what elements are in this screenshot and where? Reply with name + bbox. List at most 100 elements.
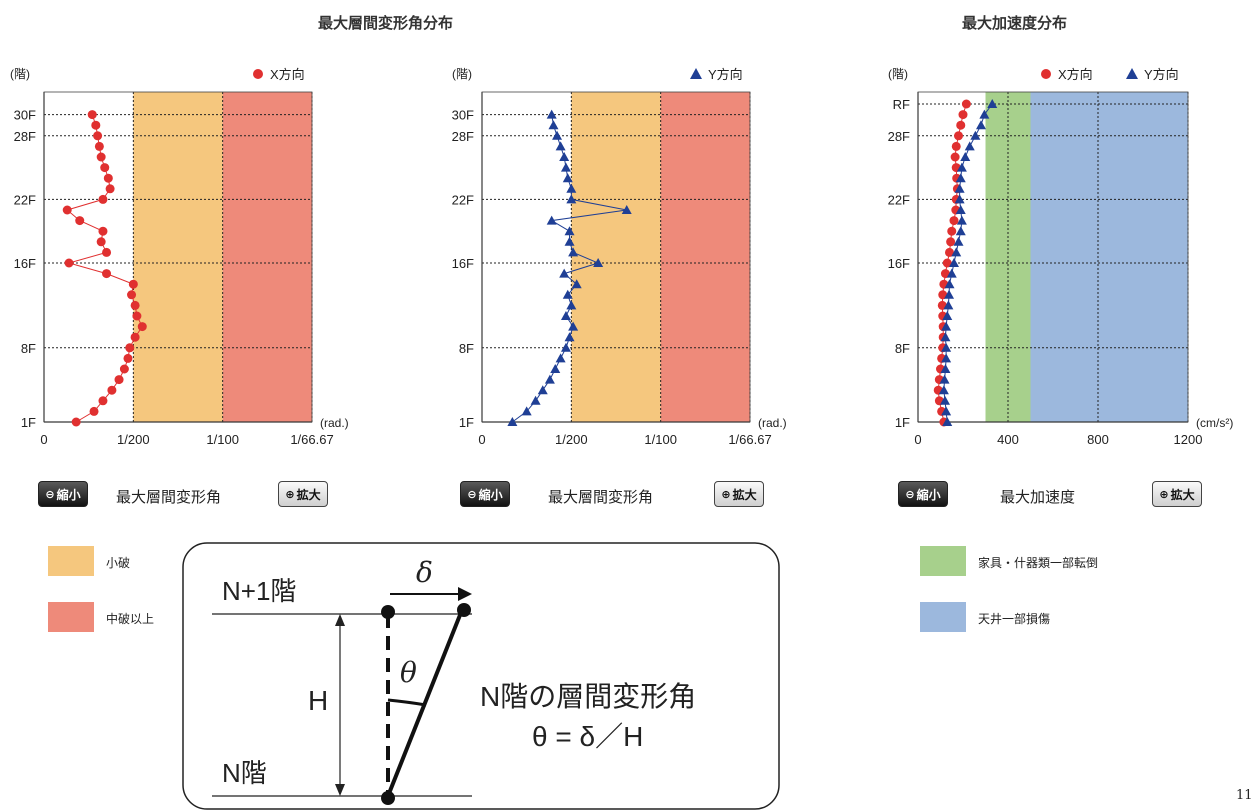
zoom-in-label: 拡大 [1170, 487, 1195, 502]
floor-tick-label: 22F [888, 192, 910, 207]
zoom-in-button-drift[interactable]: ⊕ 拡大 [714, 481, 764, 507]
data-point-y [941, 321, 952, 331]
data-point-y [559, 152, 570, 161]
node-top-right [457, 603, 471, 617]
data-point-x [71, 417, 81, 427]
data-point-x [950, 152, 960, 162]
zoom-in-button-accel[interactable]: ⊕ 拡大 [1152, 481, 1202, 507]
x-tick-label: 400 [997, 432, 1019, 447]
data-point-y [560, 162, 571, 172]
floor-tick-label: 28F [452, 129, 474, 144]
data-point-x [940, 269, 950, 279]
acceleration-distribution-title: 最大加速度分布 [962, 14, 1068, 32]
legend-marker-x [253, 69, 263, 79]
floor-tick-label: 22F [452, 192, 474, 207]
data-point-x [96, 152, 106, 162]
x-unit-label: (rad.) [758, 416, 787, 430]
data-point-y [521, 406, 532, 416]
data-point-y [544, 374, 555, 384]
data-point-y [944, 289, 955, 299]
data-point-x [947, 226, 957, 236]
x-tick-label: 1/66.67 [290, 432, 333, 447]
upper-floor-label: N+1階 [222, 576, 296, 606]
data-point-x [130, 332, 140, 342]
legend-swatch-ceiling [920, 602, 966, 632]
plot-frame [481, 91, 751, 423]
data-point-y [571, 279, 582, 289]
zoom-out-button-drift-x[interactable]: ⊖ 縮小 [38, 481, 88, 507]
zoom-in-button-drift-x[interactable]: ⊕ 拡大 [278, 481, 328, 507]
data-point-y [956, 162, 967, 172]
legend-label: Y方向 [708, 67, 743, 82]
data-point-y [943, 300, 954, 310]
zoom-in-label: 拡大 [296, 487, 321, 502]
data-point-x [951, 141, 961, 151]
data-point-y [559, 268, 570, 278]
node-bottom [381, 791, 395, 805]
x-tick-label: 1/100 [644, 432, 677, 447]
acceleration-chart: RF 28F 22F 16F 8F 1F 0 400 800 1200 (階) (cm/s²) X方向 Y… [888, 66, 1234, 447]
lower-floor-label: N階 [222, 758, 267, 788]
data-point-x [64, 258, 74, 268]
data-point-x [114, 375, 124, 385]
caption-line-2: θ = δ／H [532, 721, 643, 752]
zoom-out-label: 縮小 [478, 487, 503, 502]
legend-label: X方向 [1058, 67, 1093, 82]
data-point-y [976, 120, 986, 130]
legend-label: Y方向 [1144, 67, 1179, 82]
zoom-out-button-drift-y[interactable]: ⊖ 縮小 [460, 481, 510, 507]
x-tick-label: 0 [40, 432, 47, 447]
magnifier-plus-icon: ⊕ [721, 487, 731, 501]
data-point-y [942, 311, 953, 320]
magnifier-minus-icon: ⊖ [905, 487, 915, 501]
data-point-y [970, 130, 981, 140]
data-point-y [955, 173, 966, 183]
data-point-y [938, 385, 949, 395]
data-point-x [128, 279, 138, 289]
y-axis-label: (階) [888, 66, 908, 81]
data-point-x [89, 406, 99, 416]
x-tick-label: 0 [478, 432, 485, 447]
delta-label: δ [416, 556, 433, 589]
zoom-out-button-accel[interactable]: ⊖ 縮小 [898, 481, 948, 507]
data-point-y [954, 183, 965, 193]
data-point-x [945, 247, 954, 257]
deformed-column [386, 609, 464, 797]
height-label: H [308, 685, 328, 716]
data-point-y [550, 364, 561, 373]
data-point-y [530, 395, 541, 405]
legend-label-small-damage: 小破 [106, 556, 131, 570]
magnifier-minus-icon: ⊖ [467, 487, 477, 501]
data-point-x [93, 131, 103, 141]
data-point-x [62, 205, 72, 215]
zone-small-damage [571, 92, 661, 422]
drift-x-chart: 30F 28F 22F 16F 8F 1F 0 1/200 1/100 1/66.67 (階) (ra… [10, 66, 349, 447]
data-point-y [621, 205, 632, 214]
theta-label: θ [400, 656, 417, 689]
data-point-x [949, 216, 959, 226]
drift-y-chart: 30F 28F 22F 16F 8F 1F 0 1/200 1/100 1/66.67 (階) (ra… [452, 66, 787, 447]
data-point-x [102, 269, 112, 279]
drift-distribution-title: 最大層間変形角分布 [318, 14, 454, 32]
zone-ceiling [1030, 92, 1188, 422]
data-point-x [125, 343, 135, 353]
data-point-x [958, 110, 968, 120]
data-point-y [568, 321, 579, 331]
data-point-x [942, 258, 952, 268]
data-point-x [961, 99, 971, 109]
plot-frame [43, 91, 313, 423]
data-point-y [944, 279, 955, 289]
floor-tick-label: 8F [459, 341, 474, 356]
legend-marker-y [690, 68, 702, 79]
data-point-x [98, 194, 108, 204]
data-point-y [940, 364, 951, 373]
data-point-y [566, 183, 577, 193]
data-point-y [955, 226, 966, 236]
data-point-x [137, 322, 147, 332]
delta-arrowhead [458, 587, 472, 601]
data-point-y [939, 374, 950, 384]
data-point-y [555, 353, 566, 363]
data-point-y [960, 152, 971, 161]
data-point-y [979, 109, 990, 119]
data-point-y [566, 194, 577, 204]
